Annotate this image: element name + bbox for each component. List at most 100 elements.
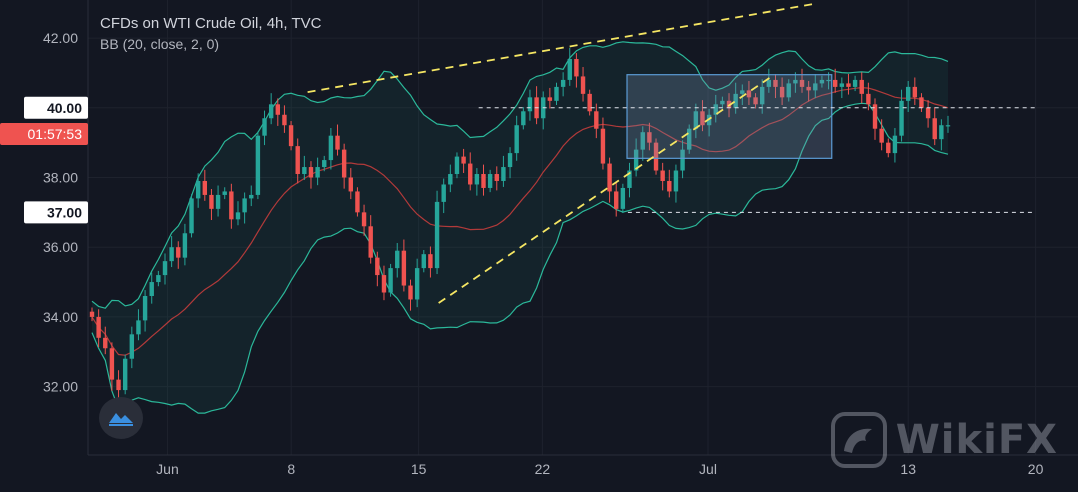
candle-body [594,111,599,129]
wikifx-watermark: WikiFX [830,411,1058,469]
candle-body [872,104,878,129]
candle-body [262,118,267,136]
candle-body [905,86,911,101]
candle-body [182,233,188,258]
range-box [626,74,833,159]
candle-body [381,275,387,293]
candle-body [760,86,765,105]
countdown-label: 01:57:53 [28,126,83,142]
candle-body [122,358,128,391]
candle-body [255,135,261,195]
candle-body [202,180,208,195]
candle-body [322,160,327,168]
candle-body [866,93,871,105]
candle-body [315,167,320,178]
candle-body [282,114,287,126]
candle-body [693,111,699,129]
candle-body [169,247,174,262]
candle-body [89,311,95,317]
bb-upper-line [91,41,949,309]
tradingview-logo-icon[interactable] [99,397,143,439]
x-tick-label: Jun [156,461,179,477]
candle-body [826,79,831,82]
y-tick-label: 42.00 [43,30,78,46]
candle-body [660,170,665,181]
candle-body [879,128,884,143]
x-tick-label: 22 [535,461,551,477]
candle-body [109,348,115,380]
candle-body [726,100,732,108]
candle-body [932,118,937,140]
candle-body [567,59,572,80]
candle-body [501,167,506,181]
candle-body [222,191,227,195]
candle-body [428,254,433,269]
trendline-upper [307,3,814,94]
chart-legend: CFDs on WTI Crude Oil, 4h, TVC BB (20, c… [100,14,321,54]
candle-body [395,250,400,269]
candle-body [680,149,685,171]
candle-body [919,97,924,108]
candle-body [713,104,718,115]
candle-body [806,86,811,91]
bb-lower-line [91,102,949,414]
x-tick-label: 20 [1028,461,1044,477]
x-tick-label: 15 [411,461,427,477]
candle-body [136,320,141,335]
candle-body [481,174,486,188]
candle-body [302,167,307,175]
candle-body [766,79,772,87]
bb-fill [92,41,948,414]
candle-body [521,111,526,126]
candle-body [786,83,791,98]
candle-body [892,135,898,154]
candle-body [308,167,314,178]
candle-body [103,337,108,349]
x-tick-label: Jul [699,461,717,477]
candle-body [421,254,426,269]
candle-body [647,132,652,143]
candle-body [487,174,493,188]
candle-body [434,201,440,269]
candle-body [547,97,553,101]
candle-body [348,177,353,192]
candle-body [295,146,300,175]
candle-body [852,79,858,87]
candle-body [408,285,413,300]
candle-body [507,153,513,168]
candle-body [673,170,679,192]
candle-body [687,128,692,150]
candle-body [441,184,446,202]
candle-body [474,174,480,185]
candle-body [275,104,280,115]
candle-body [886,142,891,154]
candle-body [574,59,579,77]
candle-body [640,132,645,150]
candle-body [96,316,101,338]
candle-body [468,163,473,185]
candle-body [667,180,672,192]
candle-body [773,79,778,87]
price-level-label: 37.00 [47,204,82,220]
indicator-label: BB (20, close, 2, 0) [100,36,220,52]
y-tick-label: 32.00 [43,379,78,395]
candle-body [779,86,785,98]
price-label-box [24,201,88,224]
candle-body [494,174,499,181]
chart-title: CFDs on WTI Crude Oil, 4h, TVC [100,15,322,32]
y-tick-label: 36.00 [43,239,78,255]
candle-body [229,191,234,220]
candle-body [799,79,805,87]
bb-basis-line [91,86,949,356]
price-label-box [24,96,88,119]
candle-body [448,174,453,185]
candle-body [819,79,825,84]
candle-body [116,379,121,391]
candle-body [401,250,407,286]
candle-body [633,149,639,171]
candle-body [142,295,148,321]
candle-body [939,125,944,140]
